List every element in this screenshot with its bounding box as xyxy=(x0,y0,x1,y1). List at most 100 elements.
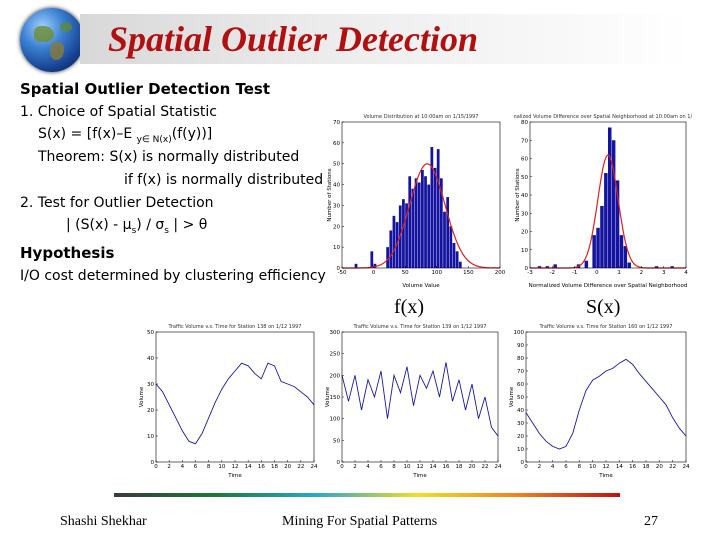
y-tick-label: 30 xyxy=(517,421,524,427)
x-tick-label: 16 xyxy=(629,464,636,470)
x-tick-label: 20 xyxy=(469,464,476,470)
x-tick-label: -2 xyxy=(550,270,555,276)
y-tick-label: 20 xyxy=(147,408,154,414)
histogram-bar xyxy=(619,235,624,268)
formula-part: | (S(x) - μ xyxy=(66,217,132,233)
x-tick-label: 4 xyxy=(551,464,555,470)
histogram-bar xyxy=(449,226,453,268)
y-tick-label: 40 xyxy=(333,183,340,189)
x-tick-label: 3 xyxy=(662,270,666,276)
normal-fit-curve xyxy=(342,163,500,269)
histogram-bar xyxy=(436,149,440,268)
x-tick-label: 20 xyxy=(656,464,663,470)
globe-land xyxy=(60,22,72,32)
y-tick-label: 100 xyxy=(330,417,341,423)
x-tick-label: 0 xyxy=(154,464,158,470)
x-tick-label: 14 xyxy=(430,464,437,470)
x-tick-label: 6 xyxy=(379,464,383,470)
x-tick-label: -1 xyxy=(572,270,577,276)
histogram-bar xyxy=(354,263,358,268)
slide-title: Spatial Outlier Detection xyxy=(108,19,479,59)
histogram-bar xyxy=(452,242,456,268)
histogram-bar xyxy=(421,169,424,268)
y-tick-label: 10 xyxy=(521,248,528,254)
formula-subscript: y∈ N(x) xyxy=(136,134,172,145)
y-tick-label: 10 xyxy=(517,447,524,453)
histogram-bar xyxy=(405,203,408,268)
hypothesis-heading: Hypothesis xyxy=(20,244,115,262)
histogram-bar xyxy=(386,247,389,268)
histogram-bar xyxy=(611,140,616,268)
y-tick-label: 250 xyxy=(330,352,341,358)
chart-title: Traffic Volume v.s. Time for Station 160… xyxy=(539,324,673,330)
chart-title: Traffic Volume v.s. Time for Station 139… xyxy=(353,324,487,330)
step-2-text: 2. Test for Outlier Detection xyxy=(20,195,214,211)
formula-part: (f(y))] xyxy=(171,126,213,142)
histogram-bar xyxy=(584,260,589,268)
globe-land xyxy=(34,26,54,42)
chart-volume-histogram: Volume Distribution at 10:00am on 1/15/1… xyxy=(326,112,506,290)
y-tick-label: 30 xyxy=(147,382,154,388)
x-tick-label: -3 xyxy=(527,270,533,276)
chart-svg: Traffic Volume v.s. Time for Station 139… xyxy=(324,322,504,480)
y-tick-label: 40 xyxy=(517,408,524,414)
histogram-bar xyxy=(455,251,459,268)
x-axis-label: Normalized Volume Difference over Spatia… xyxy=(529,283,688,289)
y-tick-label: 10 xyxy=(147,434,154,440)
histogram-bar xyxy=(654,266,659,268)
histogram-bar xyxy=(608,127,612,268)
x-tick-label: 12 xyxy=(417,464,424,470)
y-tick-label: 20 xyxy=(517,434,524,440)
fx-label: f(x) xyxy=(394,296,424,318)
y-tick-label: 50 xyxy=(521,175,528,181)
step-1-text: 1. Choice of Spatial Statistic xyxy=(20,104,217,120)
subheading: Spatial Outlier Detection Test xyxy=(20,80,271,98)
x-tick-label: 8 xyxy=(578,464,582,470)
y-tick-label: 60 xyxy=(521,157,528,163)
x-tick-label: 200 xyxy=(495,270,506,276)
y-tick-label: 40 xyxy=(147,356,154,362)
chart-station-160: Traffic Volume v.s. Time for Station 160… xyxy=(508,322,692,480)
x-tick-label: 6 xyxy=(194,464,198,470)
y-tick-label: 50 xyxy=(517,395,524,401)
y-axis-label: Volume xyxy=(509,386,515,407)
histogram-bar xyxy=(427,184,431,268)
histogram-bar xyxy=(596,227,600,268)
y-tick-label: 60 xyxy=(517,382,524,388)
x-tick-label: 2 xyxy=(538,464,542,470)
x-tick-label: -50 xyxy=(338,270,347,276)
chart-svg: Traffic Volume v.s. Time for Station 160… xyxy=(508,322,692,480)
y-tick-label: 70 xyxy=(333,120,340,126)
y-tick-label: 0 xyxy=(525,266,529,272)
footer-title: Mining For Spatial Patterns xyxy=(282,514,438,529)
y-tick-label: 60 xyxy=(333,141,340,147)
histogram-bar xyxy=(424,176,427,268)
plot-frame xyxy=(341,121,501,269)
histogram-bar xyxy=(670,266,674,268)
chart-background xyxy=(324,322,504,480)
histogram-bar xyxy=(615,180,620,268)
histogram-bar xyxy=(414,178,418,268)
series-line xyxy=(341,362,499,437)
x-tick-label: 22 xyxy=(482,464,489,470)
io-cost-text: I/O cost determined by clustering effici… xyxy=(20,268,326,284)
x-tick-label: 12 xyxy=(232,464,239,470)
x-tick-label: 12 xyxy=(603,464,610,470)
y-tick-label: 50 xyxy=(333,162,340,168)
x-axis-label: Time xyxy=(598,473,613,479)
chart-background xyxy=(508,322,692,480)
theorem-text: Theorem: S(x) is normally distributed xyxy=(38,149,300,165)
histogram-bar xyxy=(446,197,450,268)
histogram-bar xyxy=(623,246,628,268)
chart-station-138: Traffic Volume v.s. Time for Station 138… xyxy=(138,322,320,480)
histogram-bar xyxy=(627,262,631,268)
series-line xyxy=(525,358,687,450)
y-tick-label: 100 xyxy=(514,330,525,336)
chart-background xyxy=(138,322,320,480)
x-tick-label: 10 xyxy=(404,464,411,470)
x-tick-label: 0 xyxy=(372,270,376,276)
footer-author: Shashi Shekhar xyxy=(60,514,147,529)
y-tick-label: 10 xyxy=(333,245,340,251)
x-tick-label: 24 xyxy=(495,464,502,470)
test-formula: | (S(x) - μs) / σs | > θ xyxy=(66,217,207,236)
